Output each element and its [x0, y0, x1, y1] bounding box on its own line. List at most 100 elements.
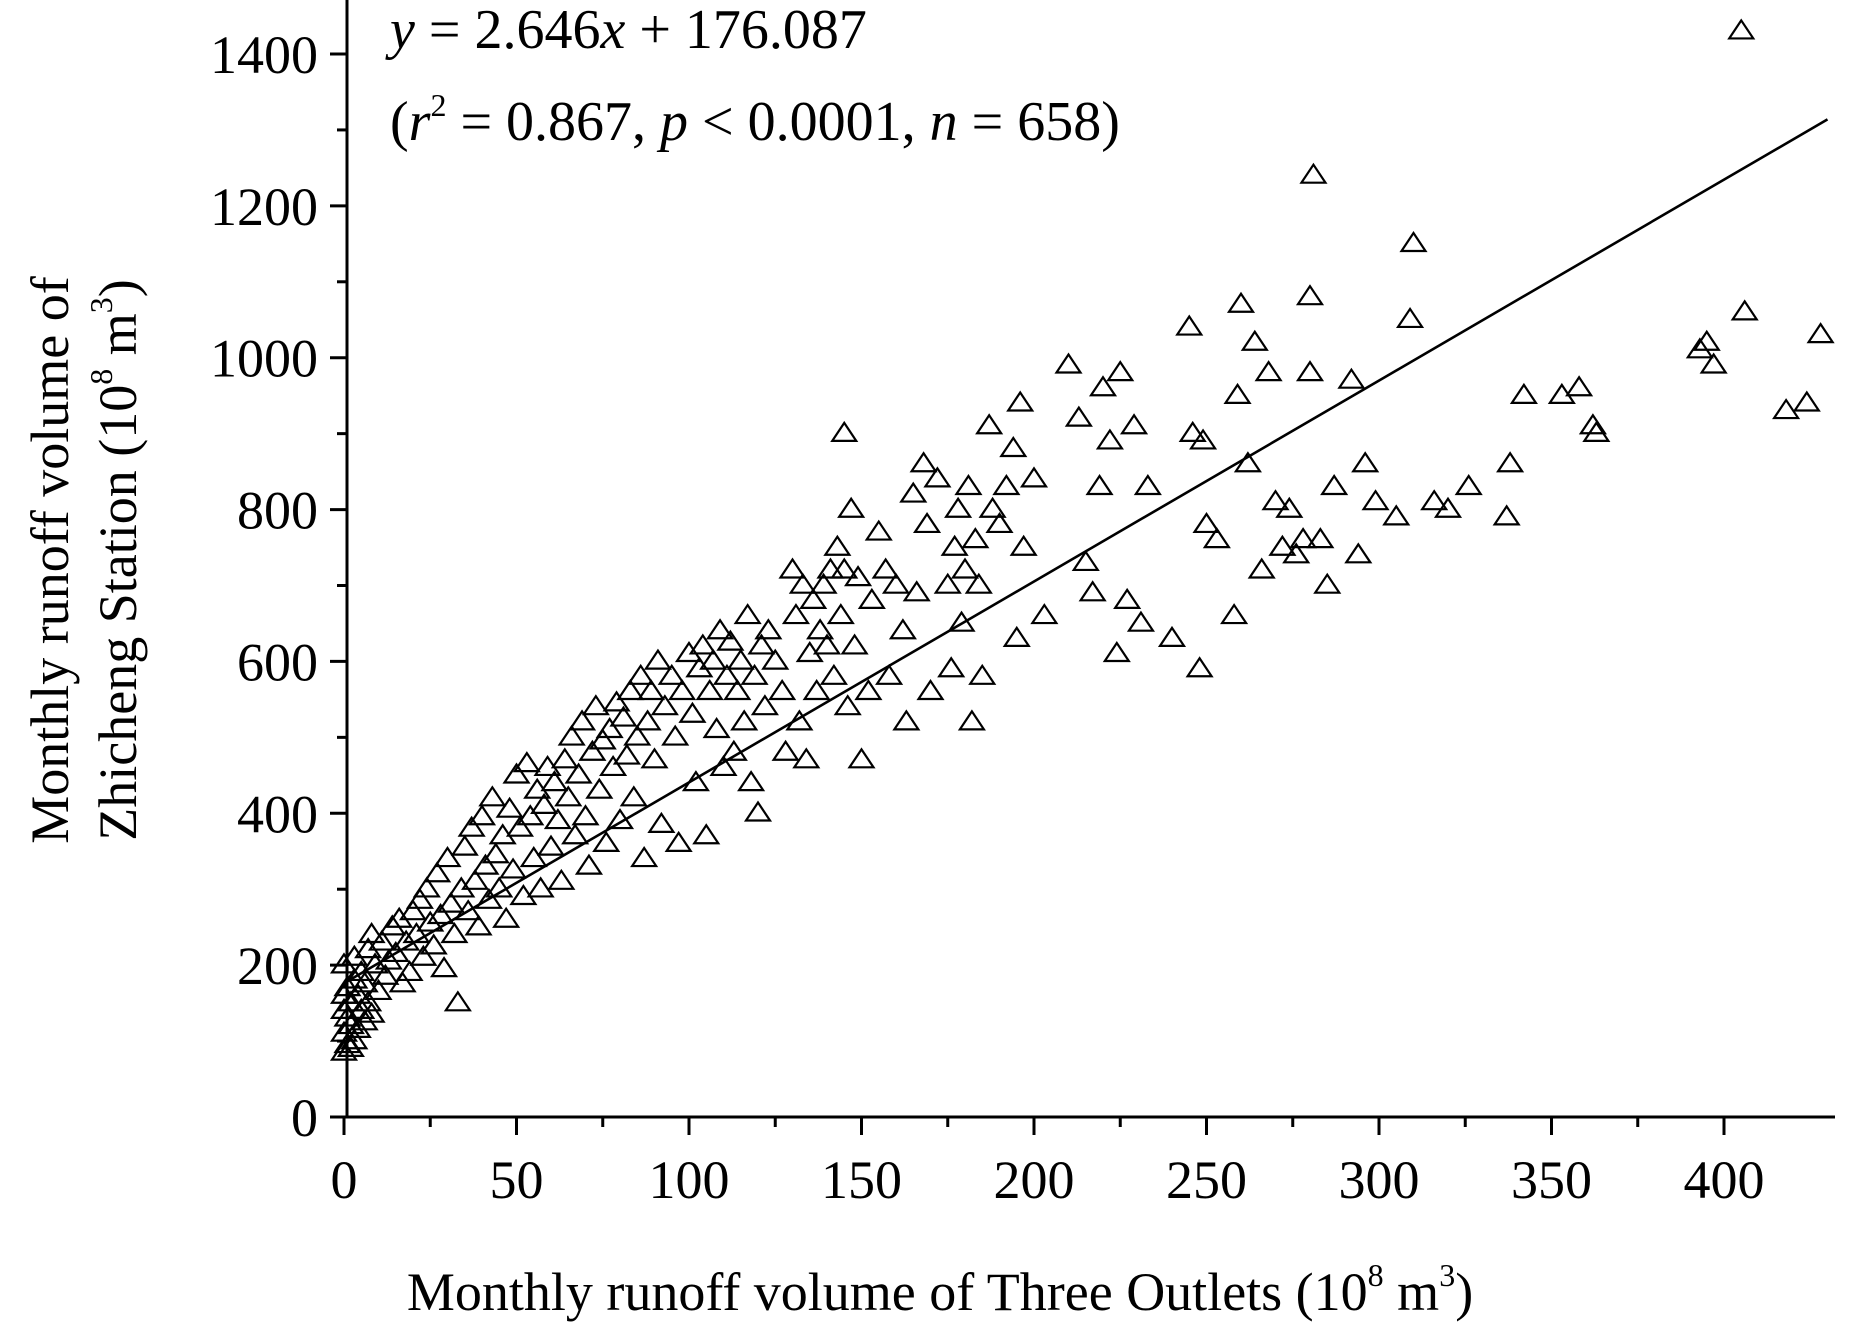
data-point	[630, 846, 659, 868]
data-point	[899, 481, 928, 503]
data-point	[554, 785, 583, 807]
x-label-text: Monthly runoff volume of Three Outlets (…	[407, 1262, 1368, 1322]
y-label-exponent: 8	[83, 369, 119, 385]
data-point	[1578, 413, 1607, 435]
data-point	[978, 496, 1007, 518]
x-tick-label: 400	[1684, 1150, 1765, 1210]
data-point	[388, 971, 417, 993]
stats-r-symbol: r	[409, 91, 431, 153]
data-point	[1361, 489, 1390, 511]
data-point	[830, 420, 859, 442]
data-point	[1126, 610, 1156, 632]
data-point	[740, 663, 769, 685]
data-point	[823, 534, 852, 556]
data-point	[1433, 496, 1463, 518]
tick-marks	[330, 52, 1726, 1135]
data-point	[1054, 352, 1083, 374]
data-point	[940, 534, 969, 556]
data-point	[657, 663, 686, 685]
data-point	[743, 800, 773, 822]
data-point	[1692, 329, 1721, 351]
data-point	[944, 496, 973, 518]
data-point	[1192, 511, 1221, 534]
data-point	[1496, 451, 1525, 473]
data-point	[661, 724, 690, 746]
data-point	[912, 511, 942, 534]
data-point	[550, 747, 579, 769]
data-point	[1106, 360, 1135, 382]
eq-coefficient: = 2.646	[415, 0, 601, 61]
data-point	[1289, 527, 1318, 549]
data-point	[547, 868, 576, 890]
data-point	[754, 618, 783, 640]
data-point	[498, 857, 528, 879]
data-point	[1582, 420, 1611, 442]
data-point	[329, 952, 359, 974]
data-point	[795, 641, 824, 663]
data-point	[1792, 390, 1821, 412]
data-point	[1306, 527, 1335, 549]
data-point	[950, 557, 980, 579]
data-point	[957, 709, 986, 731]
data-point	[1119, 413, 1149, 435]
data-point	[492, 906, 521, 928]
data-point	[1772, 398, 1801, 420]
data-point	[1454, 474, 1483, 496]
data-point	[975, 413, 1004, 435]
y-tick-label: 0	[291, 1088, 318, 1148]
x-tick-label: 150	[821, 1150, 902, 1210]
data-point	[567, 709, 597, 731]
data-point	[578, 739, 607, 761]
data-point	[1730, 299, 1759, 321]
stats-p-symbol: p	[656, 91, 688, 153]
data-point	[792, 747, 821, 769]
data-point	[423, 861, 452, 883]
data-point	[1261, 489, 1290, 511]
data-point	[1095, 428, 1124, 450]
data-point	[488, 823, 517, 845]
plot-area: 0 50 100 150 200 250 300 350 400 0 200 400 600 800 100…	[210, 0, 1835, 1210]
y-label-unit: m	[88, 313, 148, 369]
x-label-unit: m	[1384, 1262, 1440, 1322]
data-point	[833, 694, 862, 716]
data-point	[954, 474, 983, 496]
data-point	[636, 679, 666, 701]
data-point	[799, 587, 828, 609]
data-point	[1157, 625, 1187, 647]
data-point	[685, 656, 714, 678]
data-point	[705, 618, 735, 640]
stats-open-paren: (	[390, 91, 409, 153]
data-point	[840, 633, 869, 655]
data-point	[1175, 314, 1204, 336]
data-point	[716, 629, 745, 651]
x-tick-label: 300	[1339, 1150, 1420, 1210]
data-point	[806, 618, 835, 640]
data-point	[1547, 382, 1576, 404]
data-point	[723, 679, 752, 701]
data-point	[768, 679, 797, 701]
data-point	[478, 785, 507, 807]
data-point	[350, 971, 379, 993]
data-point	[702, 716, 731, 739]
data-point	[454, 899, 483, 921]
data-point	[1019, 466, 1049, 488]
data-point	[909, 451, 938, 473]
data-point	[333, 975, 362, 997]
y-tick-label: 1200	[210, 177, 318, 237]
data-point	[778, 557, 807, 579]
data-point	[1337, 367, 1366, 389]
stats-n-symbol: n	[930, 91, 958, 153]
data-point	[902, 580, 931, 602]
data-point	[1254, 360, 1283, 382]
regression-annotation: y = 2.646x + 176.087 (r2 = 0.867, p < 0.…	[385, 0, 1120, 153]
stats-r-value: = 0.867,	[446, 91, 660, 153]
data-point	[650, 694, 679, 716]
tick-labels: 0 50 100 150 200 250 300 350 400 0 200 400 600 800 100…	[210, 25, 1765, 1210]
y-label-close: )	[88, 279, 148, 297]
data-point	[847, 747, 876, 769]
data-point	[812, 633, 842, 655]
data-point	[336, 1035, 365, 1057]
data-point	[1088, 375, 1118, 397]
data-point	[1240, 329, 1269, 351]
